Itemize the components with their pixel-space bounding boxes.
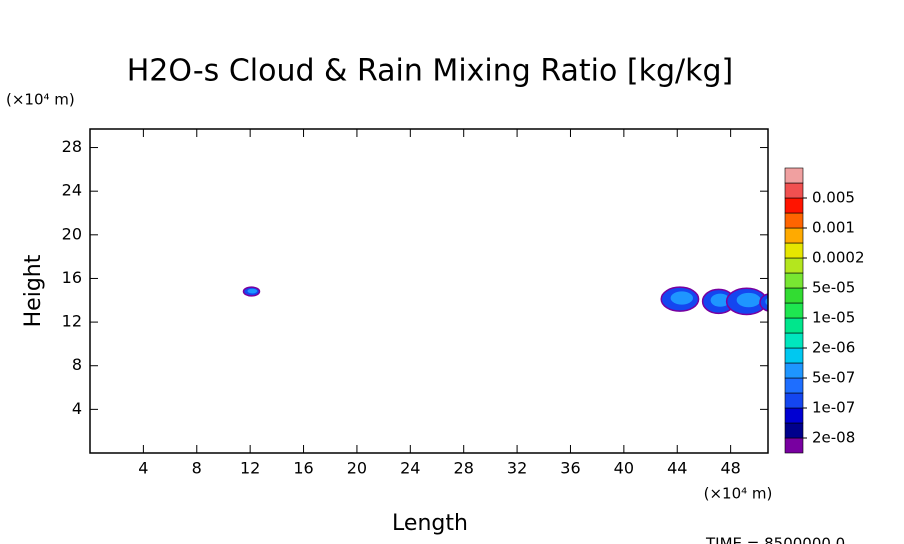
x-tick-label: 28 (454, 459, 474, 478)
chart-title: H2O-s Cloud & Rain Mixing Ratio [kg/kg] (127, 54, 734, 89)
cloud-cell-core (736, 292, 761, 308)
time-annotation: TIME = 8500000.0 (705, 535, 845, 544)
y-tick-label: 4 (72, 399, 82, 418)
colorbar-swatch (784, 317, 804, 334)
colorbar-label: 1e-05 (812, 309, 855, 327)
cloud-cell (759, 293, 768, 312)
colorbar-label: 0.001 (812, 219, 855, 237)
y-tick-label: 28 (62, 137, 82, 156)
colorbar-swatch (784, 242, 804, 259)
colorbar-swatch (784, 437, 804, 454)
y-axis-label: Height (21, 254, 46, 327)
x-tick-label: 48 (720, 459, 740, 478)
x-tick-label: 40 (614, 459, 634, 478)
colorbar-label: 2e-08 (812, 429, 855, 447)
colorbar-label: 5e-05 (812, 279, 855, 297)
x-axis-label: Length (392, 511, 468, 536)
colorbar-swatch (784, 332, 804, 349)
colorbar-swatch (784, 302, 804, 319)
colorbar-label: 2e-06 (812, 339, 855, 357)
x-tick-label: 36 (560, 459, 580, 478)
x-tick-label: 8 (192, 459, 202, 478)
y-tick-label: 24 (62, 181, 82, 200)
colorbar-swatch (784, 422, 804, 439)
colorbar-swatch (784, 257, 804, 274)
colorbar-label: 0.005 (812, 189, 855, 207)
x-axis-unit: (×10⁴ m) (704, 485, 773, 503)
cloud-cell-core (670, 291, 693, 305)
x-tick-label: 12 (240, 459, 260, 478)
cloud-cell-core (710, 293, 730, 307)
colorbar-swatch (784, 197, 804, 214)
x-tick-label: 24 (400, 459, 420, 478)
colorbar-swatch (784, 407, 804, 424)
colorbar-swatch (784, 227, 804, 244)
colorbar-label: 0.0002 (812, 249, 865, 267)
x-tick-label: 4 (138, 459, 148, 478)
colorbar-swatch (784, 167, 804, 184)
x-tick-label: 44 (667, 459, 687, 478)
y-tick-label: 16 (62, 268, 82, 287)
colorbar-label: 5e-07 (812, 369, 855, 387)
colorbar-swatch (784, 182, 804, 199)
y-tick-label: 12 (62, 312, 82, 331)
x-tick-label: 16 (293, 459, 313, 478)
field (242, 286, 768, 316)
colorbar-swatch (784, 362, 804, 379)
colorbar-swatch (784, 287, 804, 304)
y-axis-unit: (×10⁴ m) (6, 91, 75, 109)
colorbar-label: 1e-07 (812, 399, 855, 417)
colorbar-swatch (784, 272, 804, 289)
colorbar-swatch (784, 392, 804, 409)
x-tick-label: 32 (507, 459, 527, 478)
plot-frame (89, 128, 769, 454)
colorbar-swatch (784, 377, 804, 394)
colorbar-swatch (784, 347, 804, 364)
colorbar-swatch (784, 212, 804, 229)
y-tick-label: 8 (72, 355, 82, 374)
cloud-cell-core (247, 288, 258, 294)
x-tick-label: 20 (347, 459, 367, 478)
y-tick-label: 20 (62, 224, 82, 243)
